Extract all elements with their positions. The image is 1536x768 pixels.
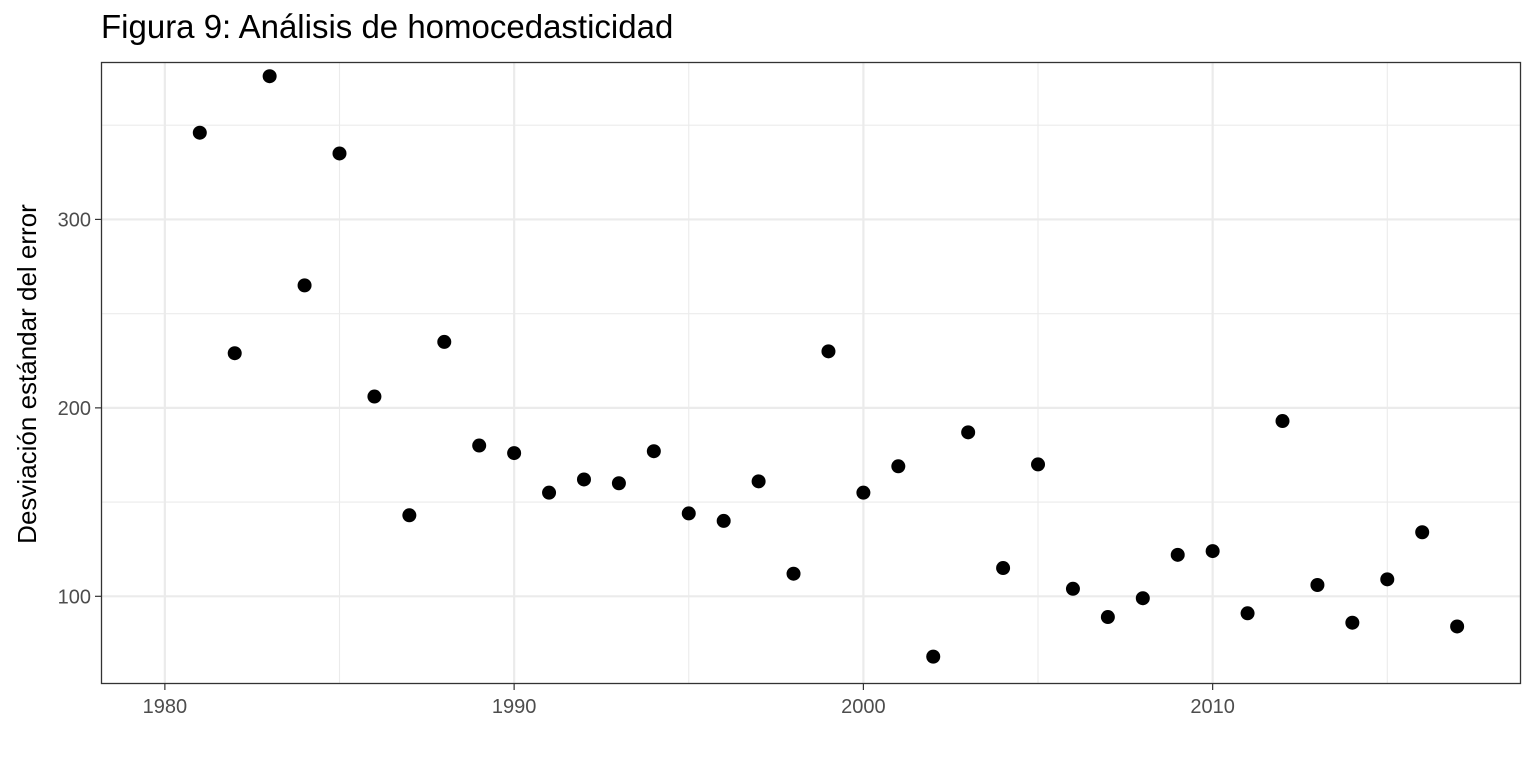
y-axis: 100 200 300: [58, 209, 102, 608]
data-point: [961, 425, 976, 440]
x-tick-label: 1990: [492, 696, 537, 718]
y-tick-label: 100: [58, 586, 91, 608]
y-tick-label: 200: [58, 398, 91, 420]
data-point: [402, 508, 417, 523]
data-point: [367, 389, 382, 404]
data-points: [192, 69, 1465, 664]
data-point: [576, 472, 591, 487]
data-point: [856, 485, 871, 500]
data-point: [751, 474, 766, 489]
grid: [102, 63, 1520, 683]
data-point: [437, 334, 452, 349]
data-point: [1240, 606, 1255, 621]
data-point: [716, 513, 731, 528]
y-tick-label: 300: [58, 209, 91, 231]
data-point: [996, 561, 1011, 576]
data-point: [1415, 525, 1430, 540]
data-point: [227, 346, 242, 361]
x-axis: 1980 1990 2000 2010: [143, 683, 1235, 718]
y-axis-title: Desviación estándar del error: [12, 204, 42, 544]
data-point: [1100, 610, 1115, 625]
data-point: [611, 476, 626, 491]
data-point: [332, 146, 347, 161]
data-point: [262, 69, 277, 84]
data-point: [297, 278, 312, 293]
data-point: [821, 344, 836, 359]
data-point: [681, 506, 696, 521]
chart-title: Figura 9: Análisis de homocedasticidad: [101, 8, 673, 45]
data-point: [1450, 619, 1465, 634]
x-tick-label: 2010: [1190, 696, 1235, 718]
plot-panel-border: [100, 61, 1522, 685]
data-point: [786, 566, 801, 581]
data-point: [1380, 572, 1395, 587]
data-point: [472, 438, 487, 453]
data-point: [507, 446, 522, 461]
data-point: [1031, 457, 1046, 472]
x-tick-label: 1980: [143, 696, 188, 718]
data-point: [1135, 591, 1150, 606]
data-point: [891, 459, 906, 474]
data-point: [542, 485, 557, 500]
data-point: [926, 649, 941, 664]
data-point: [192, 125, 207, 140]
data-point: [1170, 547, 1185, 562]
data-point: [1345, 615, 1360, 630]
data-point: [1065, 581, 1080, 596]
data-point: [1310, 578, 1325, 593]
data-point: [646, 444, 661, 459]
data-point: [1205, 544, 1220, 559]
data-point: [1275, 414, 1290, 429]
x-tick-label: 2000: [841, 696, 886, 718]
